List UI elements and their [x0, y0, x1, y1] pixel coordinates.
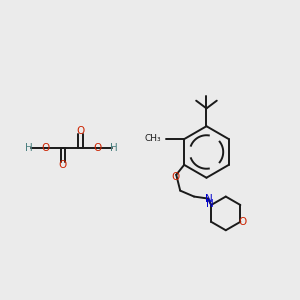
Text: O: O — [42, 143, 50, 153]
Text: H: H — [110, 143, 118, 153]
Text: N: N — [205, 194, 213, 203]
Text: O: O — [76, 126, 85, 136]
Text: N: N — [206, 199, 214, 209]
Text: O: O — [93, 143, 102, 153]
Text: O: O — [171, 172, 179, 182]
Text: CH₃: CH₃ — [145, 134, 161, 142]
Text: O: O — [59, 160, 67, 170]
Text: O: O — [238, 217, 247, 227]
Text: H: H — [25, 143, 33, 153]
